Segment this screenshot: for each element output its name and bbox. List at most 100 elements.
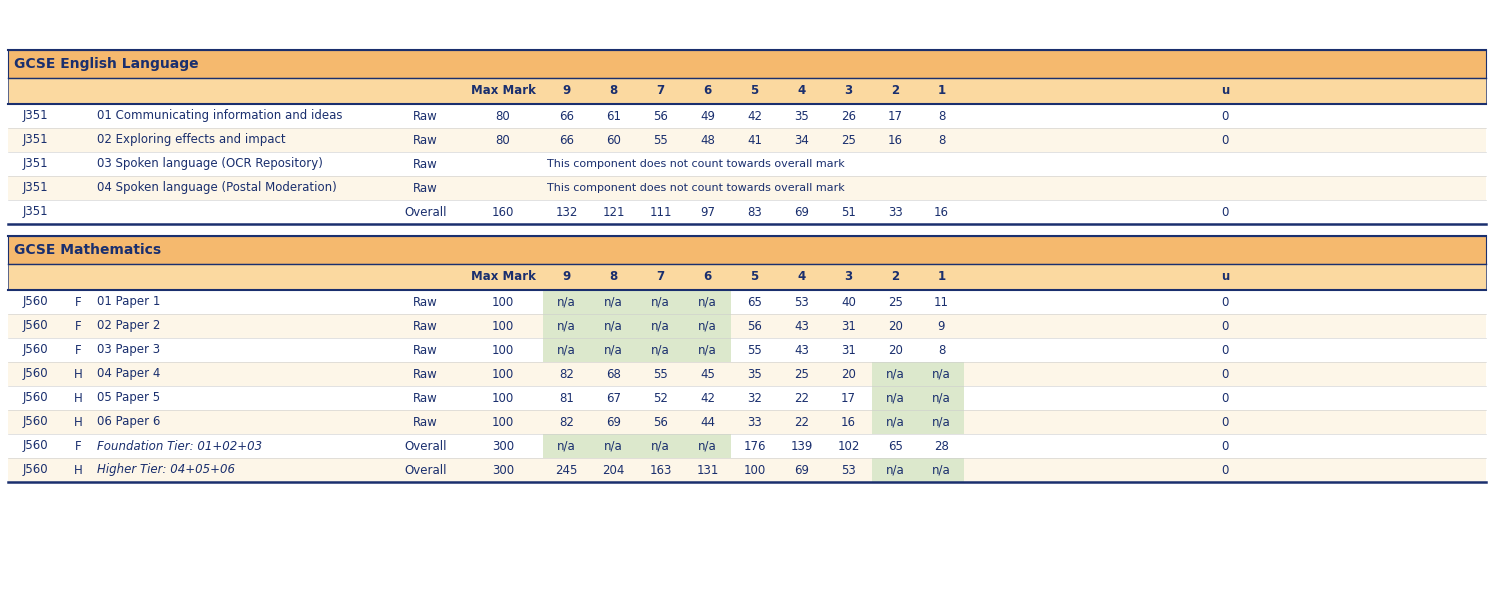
Text: n/a: n/a bbox=[698, 295, 717, 308]
Text: 132: 132 bbox=[556, 206, 578, 219]
Text: Raw: Raw bbox=[414, 157, 438, 170]
Bar bbox=[872, 362, 919, 386]
Text: 53: 53 bbox=[795, 295, 808, 308]
Text: n/a: n/a bbox=[886, 368, 905, 381]
Bar bbox=[684, 434, 731, 458]
Text: 17: 17 bbox=[841, 391, 856, 405]
Text: 300: 300 bbox=[492, 440, 514, 453]
Bar bbox=[636, 434, 684, 458]
Text: J351: J351 bbox=[22, 182, 48, 194]
Bar bbox=[590, 314, 636, 338]
Text: GCSE Mathematics: GCSE Mathematics bbox=[13, 243, 161, 257]
Text: Raw: Raw bbox=[414, 368, 438, 381]
Text: 80: 80 bbox=[496, 134, 511, 147]
Text: 33: 33 bbox=[747, 415, 762, 428]
Text: J351: J351 bbox=[22, 206, 48, 219]
Text: 100: 100 bbox=[492, 368, 514, 381]
Bar bbox=[684, 290, 731, 314]
Text: F: F bbox=[75, 320, 81, 333]
Text: 69: 69 bbox=[793, 206, 808, 219]
Bar bbox=[7, 434, 1487, 458]
Text: 139: 139 bbox=[790, 440, 813, 453]
Text: 22: 22 bbox=[793, 391, 808, 405]
Text: F: F bbox=[75, 343, 81, 356]
Bar bbox=[7, 104, 1487, 128]
Text: 56: 56 bbox=[747, 320, 762, 333]
Text: 8: 8 bbox=[610, 84, 617, 97]
Bar bbox=[7, 200, 1487, 224]
Text: 5: 5 bbox=[750, 84, 759, 97]
Bar bbox=[7, 78, 1487, 104]
Text: n/a: n/a bbox=[557, 440, 575, 453]
Text: Raw: Raw bbox=[414, 415, 438, 428]
Bar bbox=[590, 434, 636, 458]
Text: 22: 22 bbox=[793, 415, 808, 428]
Text: 6: 6 bbox=[704, 84, 711, 97]
Bar bbox=[7, 386, 1487, 410]
Bar bbox=[872, 458, 919, 482]
Bar bbox=[542, 434, 590, 458]
Text: 16: 16 bbox=[934, 206, 949, 219]
Text: n/a: n/a bbox=[886, 391, 905, 405]
Text: J351: J351 bbox=[22, 134, 48, 147]
Text: n/a: n/a bbox=[604, 320, 623, 333]
Text: 0: 0 bbox=[1221, 343, 1228, 356]
Bar bbox=[542, 290, 590, 314]
Text: n/a: n/a bbox=[651, 320, 669, 333]
Text: 65: 65 bbox=[887, 440, 902, 453]
Bar bbox=[684, 338, 731, 362]
Text: 16: 16 bbox=[841, 415, 856, 428]
Text: H: H bbox=[73, 415, 82, 428]
Text: 102: 102 bbox=[837, 440, 859, 453]
Text: 0: 0 bbox=[1221, 134, 1228, 147]
Text: 0: 0 bbox=[1221, 463, 1228, 476]
Bar bbox=[919, 362, 964, 386]
Text: 20: 20 bbox=[887, 343, 902, 356]
Text: n/a: n/a bbox=[698, 440, 717, 453]
Text: 163: 163 bbox=[650, 463, 672, 476]
Text: 03 Paper 3: 03 Paper 3 bbox=[97, 343, 160, 356]
Text: F: F bbox=[75, 440, 81, 453]
Text: J560: J560 bbox=[22, 343, 48, 356]
Text: 33: 33 bbox=[887, 206, 902, 219]
Text: 4: 4 bbox=[798, 270, 805, 283]
Text: H: H bbox=[73, 463, 82, 476]
Text: 3: 3 bbox=[844, 270, 853, 283]
Text: F: F bbox=[75, 295, 81, 308]
Text: Raw: Raw bbox=[414, 134, 438, 147]
Text: n/a: n/a bbox=[932, 368, 950, 381]
Text: 06 Paper 6: 06 Paper 6 bbox=[97, 415, 160, 428]
Text: 68: 68 bbox=[607, 368, 622, 381]
Text: 69: 69 bbox=[607, 415, 622, 428]
Text: 31: 31 bbox=[841, 320, 856, 333]
Text: J560: J560 bbox=[22, 463, 48, 476]
Text: n/a: n/a bbox=[698, 343, 717, 356]
Text: n/a: n/a bbox=[886, 415, 905, 428]
Text: This component does not count towards overall mark: This component does not count towards ov… bbox=[547, 183, 844, 193]
Bar bbox=[590, 290, 636, 314]
Text: 9: 9 bbox=[938, 320, 946, 333]
Text: 0: 0 bbox=[1221, 109, 1228, 122]
Text: 42: 42 bbox=[701, 391, 716, 405]
Text: 66: 66 bbox=[559, 109, 574, 122]
Text: 45: 45 bbox=[701, 368, 716, 381]
Text: 204: 204 bbox=[602, 463, 624, 476]
Text: 3: 3 bbox=[844, 84, 853, 97]
Bar bbox=[919, 410, 964, 434]
Bar bbox=[872, 410, 919, 434]
Bar bbox=[684, 314, 731, 338]
Text: J560: J560 bbox=[22, 440, 48, 453]
Text: 03 Spoken language (OCR Repository): 03 Spoken language (OCR Repository) bbox=[97, 157, 323, 170]
Text: 82: 82 bbox=[559, 415, 574, 428]
Text: 80: 80 bbox=[496, 109, 511, 122]
Text: n/a: n/a bbox=[886, 463, 905, 476]
Text: 53: 53 bbox=[841, 463, 856, 476]
Text: 25: 25 bbox=[795, 368, 808, 381]
Text: 41: 41 bbox=[747, 134, 762, 147]
Text: 28: 28 bbox=[934, 440, 949, 453]
Text: 55: 55 bbox=[653, 368, 668, 381]
Text: 0: 0 bbox=[1221, 368, 1228, 381]
Bar bbox=[636, 290, 684, 314]
Text: 44: 44 bbox=[701, 415, 716, 428]
Bar bbox=[919, 458, 964, 482]
